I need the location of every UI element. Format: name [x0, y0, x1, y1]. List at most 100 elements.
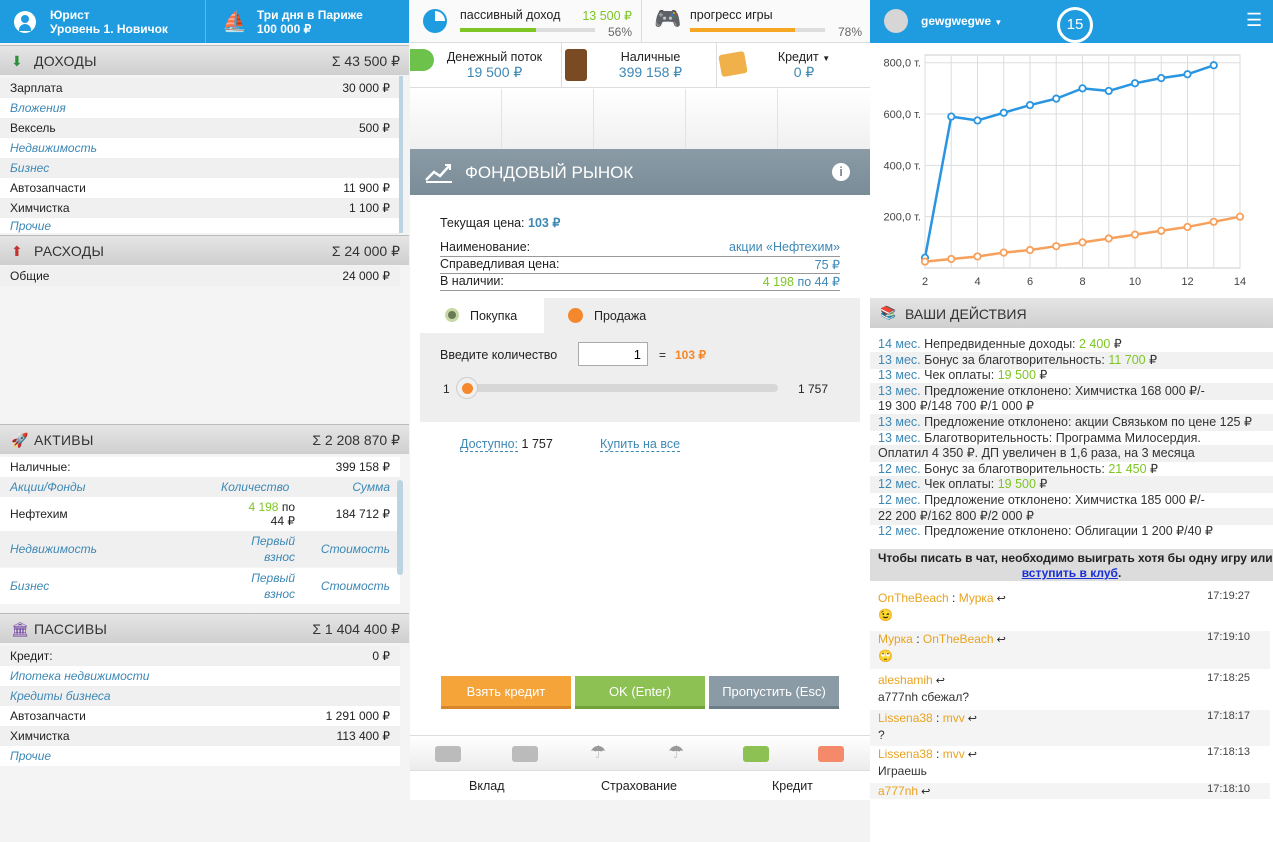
slider-min: 1 — [443, 382, 450, 396]
trend-chart-icon — [425, 164, 452, 183]
pie-chart-icon — [423, 9, 447, 33]
cash-value: 399 158 ₽ — [618, 64, 683, 80]
equals-sign: = — [659, 348, 667, 362]
data-point — [1104, 234, 1113, 243]
assets-sum: Σ 2 208 870 ₽ — [312, 432, 400, 448]
bank-icon: 🏛 — [11, 621, 29, 637]
list-item: Вложения — [0, 98, 400, 118]
income-scrollbar[interactable] — [399, 76, 403, 233]
data-point — [1130, 230, 1140, 239]
expenses-header[interactable]: ⬆ РАСХОДЫ Σ 24 000 ₽ — [0, 235, 409, 265]
quantity-input[interactable] — [578, 342, 648, 366]
expenses-list: Общие 24 000 ₽ — [0, 266, 409, 422]
username[interactable]: gewgwegwe ▼ — [921, 14, 1003, 28]
qty-header: Количество — [221, 480, 290, 494]
reply-icon[interactable]: ↩ — [993, 593, 1006, 605]
current-price: Текущая цена: 103 ₽ — [440, 216, 561, 230]
series-line — [923, 64, 1215, 258]
radio-selected-icon — [445, 308, 459, 322]
list-item: Химчистка 1 100 ₽ — [0, 198, 400, 218]
books-icon: 📚 — [880, 305, 897, 320]
credit-remove-icon[interactable] — [818, 746, 844, 762]
data-point — [947, 254, 956, 264]
avatar[interactable] — [884, 9, 908, 33]
action-item: 19 300 ₽/148 700 ₽/1 000 ₽ — [878, 399, 1034, 414]
dream-title: Три дня в Париже — [256, 7, 363, 22]
data-point — [999, 108, 1008, 117]
chat-message: aleshamih ↩ 17:18:25 a777nh сбежал? — [870, 672, 1270, 710]
join-club-link[interactable]: вступить в клуб — [1021, 566, 1118, 580]
data-point — [1025, 100, 1035, 110]
x-tick-label: 2 — [922, 276, 928, 288]
profession-block[interactable]: Юрист Уровень 1. Новичок — [14, 0, 168, 43]
assets-scrollbar[interactable] — [397, 480, 403, 575]
insurance-label[interactable]: Страхование — [601, 779, 678, 793]
cash-label: Наличные — [620, 50, 681, 64]
data-point — [1157, 226, 1166, 235]
available-link[interactable]: Доступно: — [460, 437, 519, 452]
umbrella-house-icon[interactable]: ☂ — [668, 742, 685, 762]
menu-icon[interactable]: ☰ — [1246, 10, 1263, 30]
assets-title: АКТИВЫ — [34, 431, 94, 448]
ok-button[interactable]: OK (Enter) — [575, 676, 705, 709]
action-item: 12 мес. Предложение отклонено: Химчистка… — [878, 493, 1205, 507]
deposit-remove-icon[interactable] — [512, 746, 538, 762]
data-point — [1235, 212, 1245, 221]
passive-income-percent: 56% — [607, 25, 632, 39]
buy-all-link[interactable]: Купить на все — [600, 437, 681, 452]
reply-icon[interactable]: ↩ — [993, 634, 1006, 646]
reply-icon[interactable]: ↩ — [918, 786, 931, 798]
list-item: Автозапчасти 11 900 ₽ — [0, 178, 400, 198]
chat-notice: Чтобы писать в чат, необходимо выиграть … — [870, 549, 1273, 581]
y-tick-label: 800,0 т. — [884, 58, 921, 70]
credit-block[interactable]: Кредит ▼ 0 ₽ — [718, 43, 870, 88]
fair-price-row: Справедливая цена: 75 ₽ — [440, 257, 840, 274]
data-point — [1209, 217, 1218, 226]
cashflow-block[interactable]: Денежный поток 19 500 ₽ — [410, 43, 562, 88]
take-credit-button[interactable]: Взять кредит — [441, 676, 571, 709]
dream-block[interactable]: ⛵ Три дня в Париже 100 000 ₽ — [222, 0, 363, 43]
tab-sell[interactable]: Продажа — [544, 298, 674, 333]
cash-block[interactable]: Наличные 399 158 ₽ — [563, 43, 717, 88]
skip-button[interactable]: Пропустить (Esc) — [709, 676, 839, 709]
game-progress-widget[interactable]: 🎮 прогресс игры 78% — [654, 6, 864, 39]
action-item: 22 200 ₽/162 800 ₽/2 000 ₽ — [870, 507, 1273, 525]
chat-message: Мурка : OnTheBeach ↩ 17:19:10 🙄 — [870, 631, 1270, 669]
list-item: Химчистка 113 400 ₽ — [0, 726, 400, 746]
deposit-label[interactable]: Вклад — [469, 779, 505, 793]
credit-add-icon[interactable] — [743, 746, 769, 762]
credit-bottom-label[interactable]: Кредит — [772, 779, 813, 793]
liabilities-header[interactable]: 🏛 ПАССИВЫ Σ 1 404 400 ₽ — [0, 613, 409, 643]
data-point — [999, 248, 1008, 257]
info-icon[interactable]: i — [832, 163, 850, 181]
available-row: Доступно: 1 757 — [460, 437, 553, 452]
turn-counter: 15 — [1057, 7, 1093, 43]
deposit-add-icon[interactable] — [435, 746, 461, 762]
slider-handle[interactable] — [456, 377, 478, 399]
credit-value: 0 ₽ — [793, 64, 815, 80]
reply-icon[interactable]: ↩ — [964, 749, 978, 761]
x-tick-label: 14 — [1234, 276, 1246, 288]
radio-orange-icon — [568, 308, 583, 323]
chat-message: a777nh ↩ 17:18:10 — [870, 783, 1270, 799]
ship-icon: ⛵ — [222, 10, 247, 33]
action-item: 13 мес. Благотворительность: Программа М… — [878, 430, 1201, 445]
market-title: ФОНДОВЫЙ РЫНОК — [465, 163, 634, 182]
reply-icon[interactable]: ↩ — [964, 713, 978, 725]
table-row[interactable]: Нефтехим 4 198 по 44 ₽ 184 712 ₽ — [0, 497, 400, 531]
income-header[interactable]: ⬇ ДОХОДЫ Σ 43 500 ₽ — [0, 45, 409, 75]
data-point — [1157, 73, 1166, 83]
reply-icon[interactable]: ↩ — [932, 675, 945, 687]
quantity-slider[interactable] — [456, 377, 778, 399]
realty-header-row: Недвижимость Первый взнос Стоимость — [0, 531, 400, 567]
business-header-row: Бизнес Первый взнос Стоимость — [0, 568, 400, 604]
umbrella-person-icon[interactable]: ☂ — [590, 742, 607, 762]
assets-header[interactable]: 🚀 АКТИВЫ Σ 2 208 870 ₽ — [0, 424, 409, 454]
stocks-header: Акции/Фонды — [10, 480, 86, 494]
game-progress-percent: 78% — [837, 25, 862, 39]
action-item: Оплатил 4 350 ₽. ДП увеличен в 1,6 раза,… — [870, 445, 1273, 463]
data-point — [947, 112, 956, 121]
dream-cost: 100 000 ₽ — [256, 21, 312, 36]
tab-buy[interactable]: Покупка — [420, 298, 544, 333]
passive-income-widget[interactable]: пассивный доход 13 500 ₽ 56% — [422, 6, 634, 39]
